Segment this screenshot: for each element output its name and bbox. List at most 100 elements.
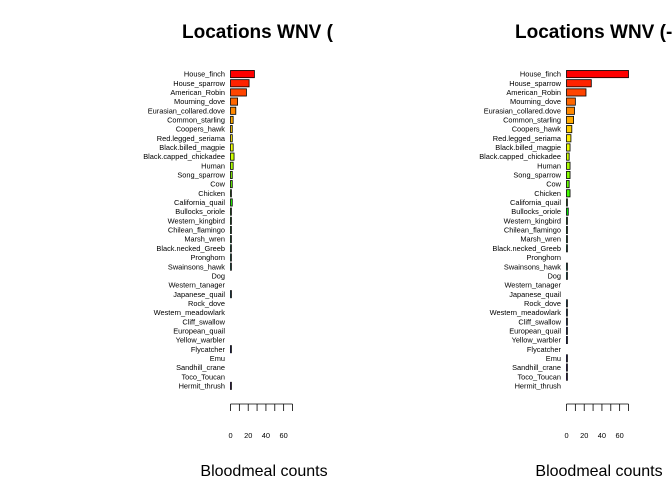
bar <box>230 97 238 106</box>
bar <box>230 244 232 253</box>
category-label: Yellow_warbler <box>512 336 562 345</box>
x-tick-label: 60 <box>616 431 624 440</box>
category-label: Japanese_quail <box>173 290 225 299</box>
x-axis-label: Bloodmeal counts <box>535 463 662 480</box>
category-label: Eurasian_collared.dove <box>148 106 225 115</box>
bar <box>566 235 568 244</box>
category-label: Rock_dove <box>188 299 225 308</box>
category-label: Emu <box>546 354 561 363</box>
category-label: House_finch <box>184 70 225 79</box>
bar <box>566 115 574 124</box>
category-label: Yellow_warbler <box>176 336 226 345</box>
category-label: Black.billed_magpie <box>495 143 561 152</box>
category-label: Pronghorn <box>190 253 225 262</box>
x-tick-label: 20 <box>244 431 252 440</box>
category-label: Human <box>201 161 225 170</box>
category-label: Pronghorn <box>526 253 561 262</box>
category-label: Western_tanager <box>504 281 561 290</box>
category-label: Bullocks_oriole <box>175 207 225 216</box>
category-label: Hermit_thrush <box>515 381 561 390</box>
bar <box>230 79 250 88</box>
bar <box>230 161 234 170</box>
bar <box>566 79 592 88</box>
category-label: Red.legged_seriama <box>493 134 562 143</box>
category-label: Cow <box>210 180 225 189</box>
bar <box>566 125 573 134</box>
bar <box>230 180 233 189</box>
category-label: Western_meadowlark <box>154 308 226 317</box>
bar <box>230 381 232 390</box>
category-label: House_sparrow <box>173 79 225 88</box>
bar <box>230 88 247 97</box>
bar <box>566 262 568 271</box>
bar <box>566 299 568 308</box>
bar <box>230 235 232 244</box>
category-label: Mourning_dove <box>510 97 561 106</box>
bar <box>566 363 568 372</box>
bar <box>230 125 233 134</box>
bar <box>566 97 576 106</box>
x-tick-label: 20 <box>580 431 588 440</box>
bar <box>566 106 575 115</box>
chart-panel-1: Locations WNV ( House_finchHouse_sparrowA… <box>143 22 333 480</box>
bar <box>230 262 232 271</box>
category-label: European_quail <box>173 326 225 335</box>
x-tick-label: 0 <box>564 431 568 440</box>
bar <box>566 198 568 207</box>
category-label: Eurasian_collared.dove <box>484 106 561 115</box>
category-label: California_quail <box>510 198 561 207</box>
bar <box>230 345 232 354</box>
bar <box>566 372 568 381</box>
category-label: Japanese_quail <box>509 290 561 299</box>
bar <box>230 143 234 152</box>
bar <box>566 152 570 161</box>
category-label: Song_sparrow <box>177 171 225 180</box>
bar <box>230 70 255 79</box>
bar <box>230 189 232 198</box>
bar <box>566 354 568 363</box>
x-axis-label: Bloodmeal counts <box>200 463 327 480</box>
bar <box>566 225 568 234</box>
bar <box>230 253 232 262</box>
category-label: Bullocks_oriole <box>511 207 561 216</box>
category-label: Cow <box>546 180 561 189</box>
category-label: American_Robin <box>506 88 561 97</box>
x-tick-label: 40 <box>262 431 270 440</box>
category-label: Cliff_swallow <box>182 317 225 326</box>
category-label: Flycatcher <box>191 345 226 354</box>
category-label: Common_starling <box>503 116 561 125</box>
bar <box>230 134 233 143</box>
category-label: Common_starling <box>167 116 225 125</box>
category-label: House_sparrow <box>509 79 561 88</box>
category-label: Swainsons_hawk <box>504 262 561 271</box>
bar <box>566 143 571 152</box>
bar <box>566 207 569 216</box>
category-label: Chicken <box>198 189 225 198</box>
x-tick-label: 60 <box>280 431 288 440</box>
category-label: Flycatcher <box>527 345 562 354</box>
category-label: Hermit_thrush <box>179 381 225 390</box>
bar <box>230 198 233 207</box>
category-label: Marsh_wren <box>184 235 225 244</box>
category-label: Emu <box>210 354 225 363</box>
category-label: Marsh_wren <box>520 235 561 244</box>
bar <box>230 225 232 234</box>
category-label: Sandhill_crane <box>512 363 561 372</box>
chart-title: Locations WNV ( <box>182 22 334 43</box>
bar <box>566 161 571 170</box>
x-tick-label: 40 <box>598 431 606 440</box>
category-label: Coopers_hawk <box>512 125 562 134</box>
bar <box>230 115 234 124</box>
bar <box>230 207 232 216</box>
category-label: Western_tanager <box>168 281 225 290</box>
category-label: Mourning_dove <box>174 97 225 106</box>
bar <box>230 170 233 179</box>
bar <box>230 106 237 115</box>
category-label: Sandhill_crane <box>176 363 225 372</box>
category-label: Black.necked_Greeb <box>156 244 225 253</box>
category-label: Swainsons_hawk <box>168 262 225 271</box>
category-label: American_Robin <box>170 88 225 97</box>
category-label: Human <box>537 161 561 170</box>
bar <box>566 134 572 143</box>
